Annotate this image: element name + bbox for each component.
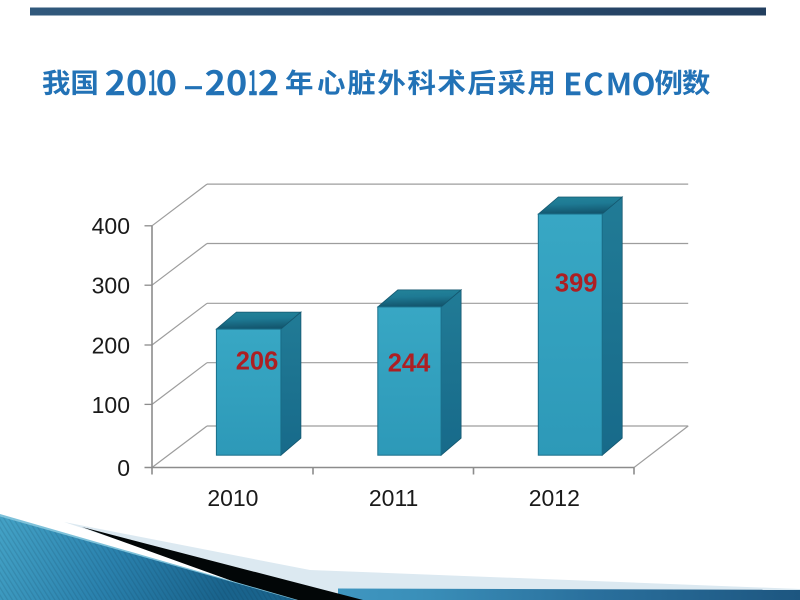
svg-text:400: 400 [92, 213, 130, 239]
svg-text:399: 399 [555, 270, 598, 298]
svg-text:300: 300 [92, 273, 130, 299]
svg-text:206: 206 [236, 348, 279, 376]
svg-text:0: 0 [117, 455, 130, 481]
svg-text:2010: 2010 [207, 485, 258, 511]
svg-text:2011: 2011 [369, 485, 418, 511]
svg-text:2012: 2012 [529, 485, 580, 511]
svg-text:244: 244 [388, 349, 431, 377]
svg-text:200: 200 [92, 332, 130, 358]
svg-text:100: 100 [92, 392, 130, 418]
